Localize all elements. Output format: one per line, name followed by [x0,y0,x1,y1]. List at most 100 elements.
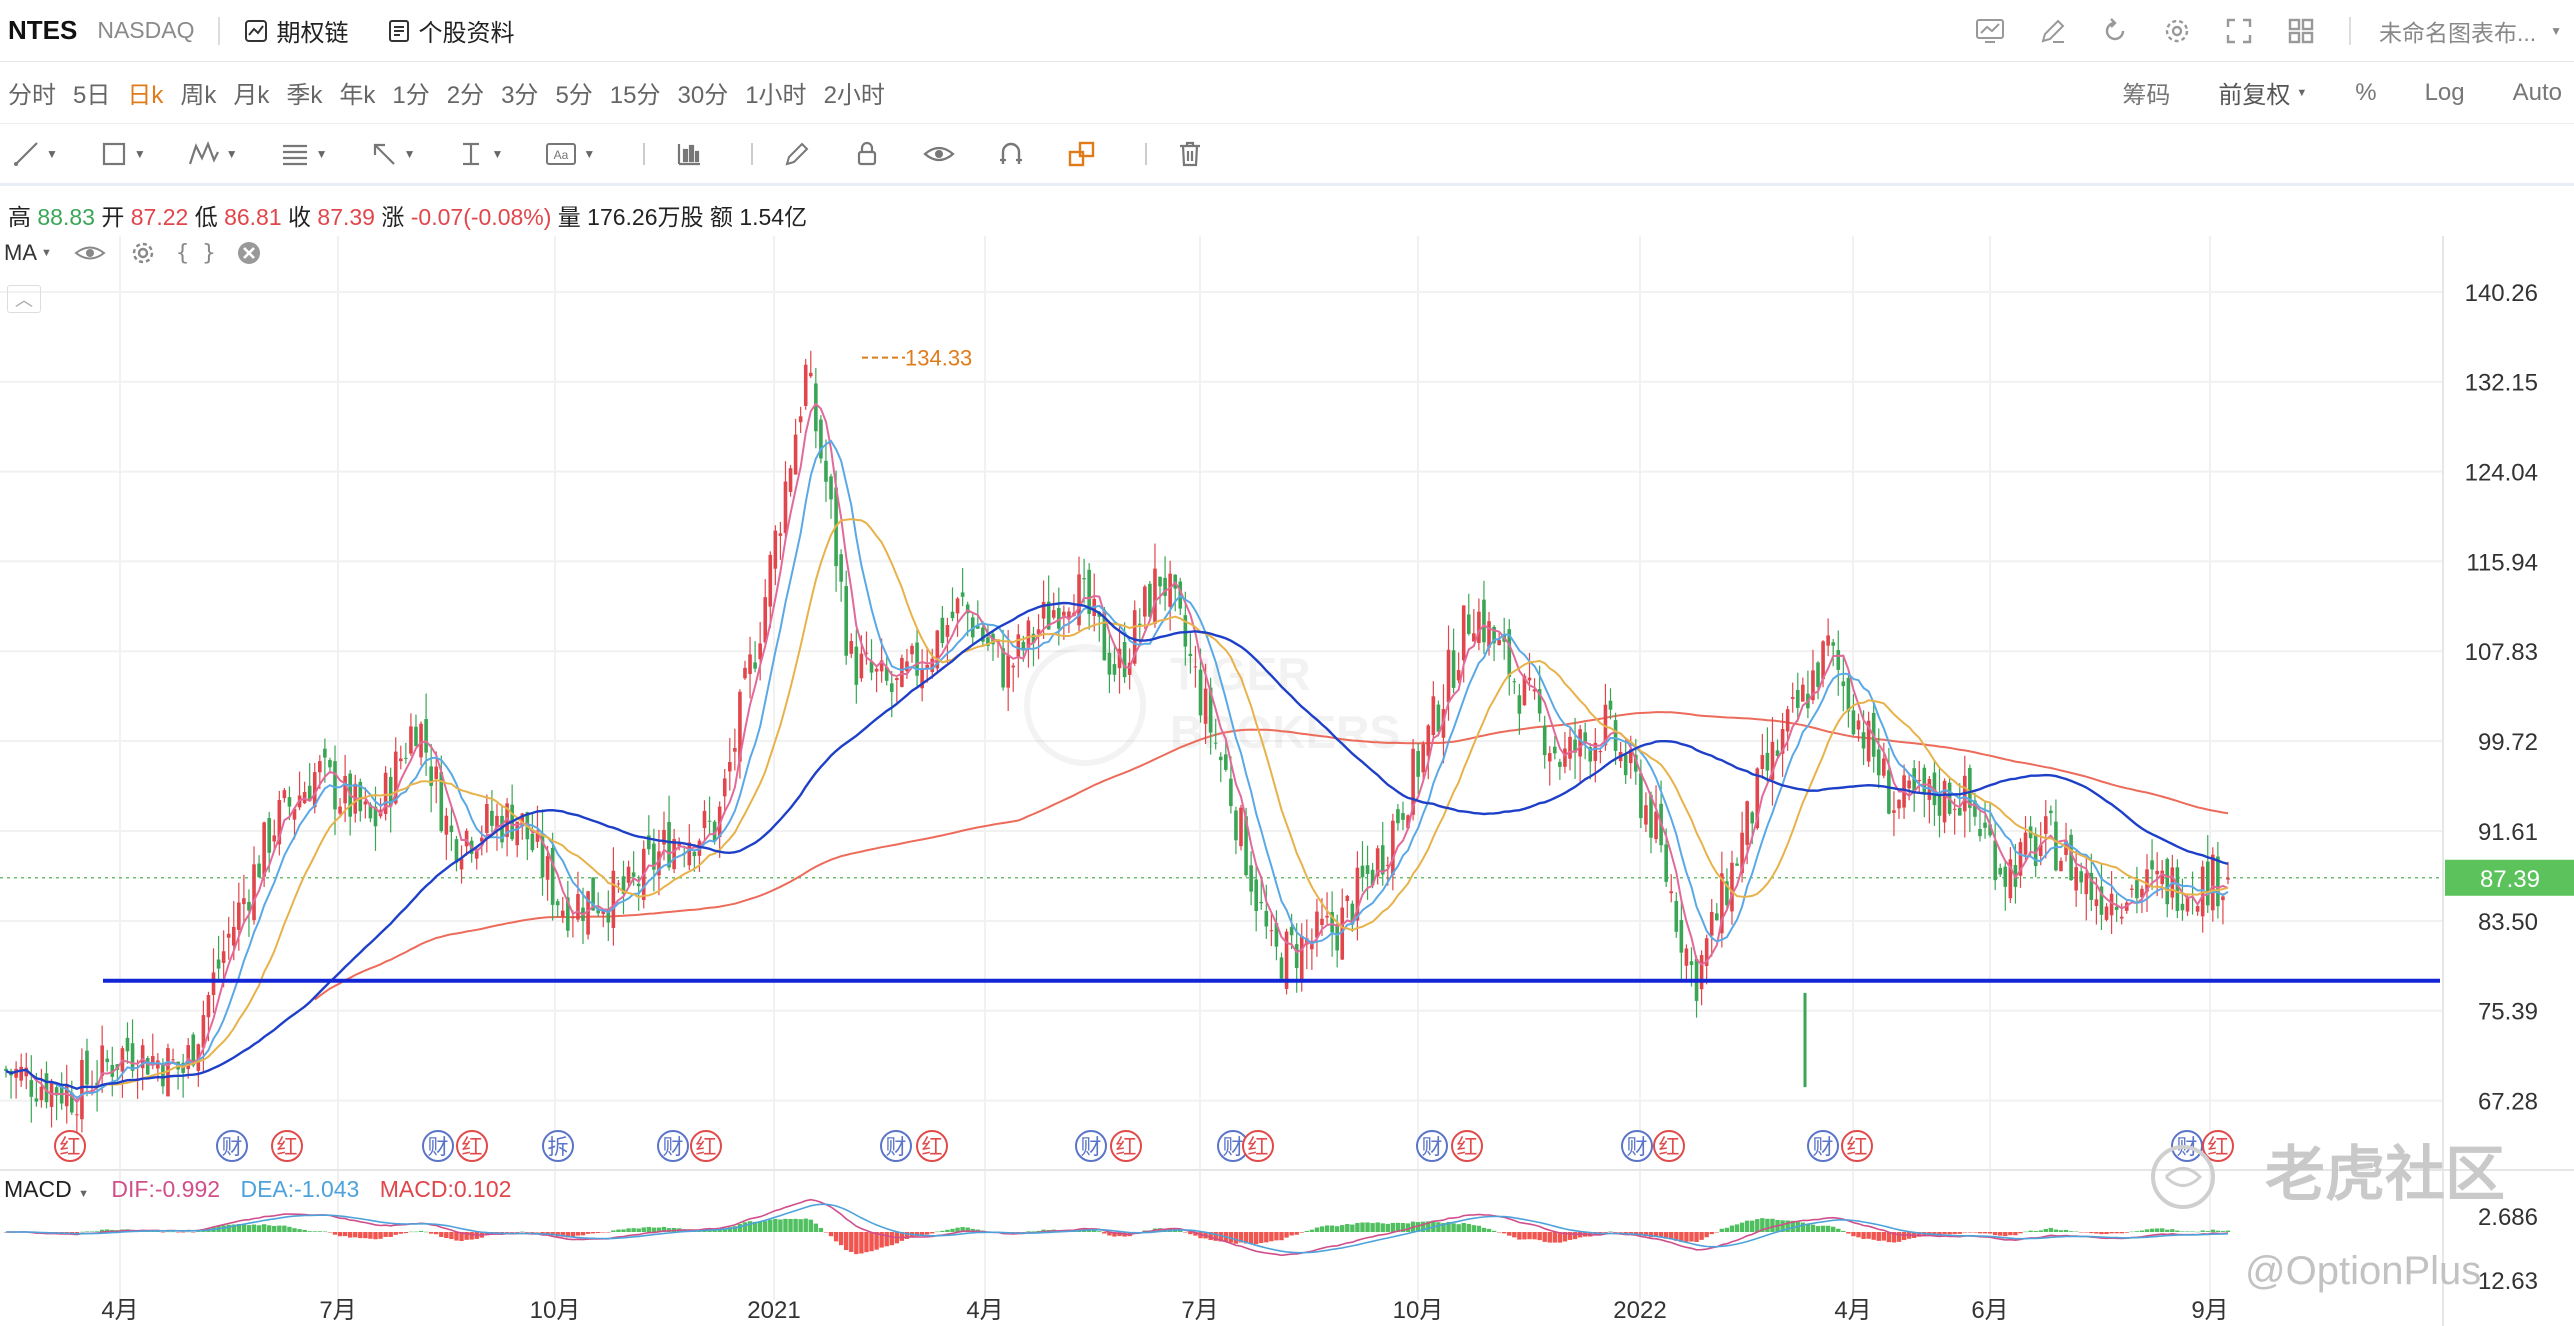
price-tick-label: 99.72 [2478,729,2538,756]
collapse-indicators-button[interactable]: ︿ [7,285,41,313]
open-value: 87.22 [130,204,189,230]
period-tab[interactable]: 3分 [501,82,539,109]
lock-tool[interactable] [853,140,881,168]
draw-pen-icon[interactable] [2039,17,2067,45]
layout-grid-icon[interactable] [2287,17,2315,45]
period-tab[interactable]: 2分 [446,82,485,109]
indicator-name[interactable]: MA [4,240,37,265]
arrow-tool[interactable]: ▼ [370,140,415,168]
macd-histogram-bar [1739,1222,1745,1232]
candle-body [1922,767,1927,795]
candle-body [1846,677,1851,712]
multi-select-tool[interactable] [1067,140,1097,168]
candle-body [1213,742,1218,744]
period-tab[interactable]: 2小时 [823,82,885,109]
period-tab[interactable]: 月k [233,82,270,109]
code-braces-icon[interactable]: { } [175,240,216,266]
period-tab[interactable]: 15分 [609,82,661,109]
visibility-tool[interactable] [923,140,955,168]
bars-tool[interactable] [675,140,703,168]
settings-gear-icon[interactable] [2163,17,2191,45]
candle-body [2049,810,2053,814]
log-scale-button[interactable]: Log [2424,78,2465,106]
candle-body [727,762,732,772]
candle-body [879,660,884,672]
trend-line-tool[interactable]: ▼ [12,140,58,168]
candle-body [2216,856,2220,907]
period-tab-active[interactable]: 日k [127,82,164,109]
period-tab[interactable]: 年k [339,82,376,109]
macd-histogram-bar [2008,1232,2013,1236]
period-tab[interactable]: 季k [286,82,323,109]
macd-histogram-bar [631,1228,636,1232]
candle-body [1937,793,1942,816]
chevron-down-icon[interactable]: ▼ [41,247,52,259]
macd-histogram-bar [1213,1232,1218,1241]
candle-body [1482,599,1486,643]
gear-icon[interactable] [130,240,156,266]
macd-histogram-bar [2028,1230,2033,1232]
chevron-down-icon[interactable]: ▼ [2550,23,2562,38]
macd-histogram-bar [1658,1232,1664,1238]
candle-body [257,863,261,878]
candle-body [1968,767,1972,808]
candle-body [1046,601,1051,630]
auto-scale-button[interactable]: Auto [2512,78,2562,106]
symbol-ticker[interactable]: NTES [8,15,78,45]
candle-body [216,959,221,969]
macd-pane [3,1198,2231,1257]
macd-histogram-bar [1183,1232,1188,1233]
macd-histogram-bar [1537,1232,1542,1241]
refresh-icon[interactable] [2101,17,2129,45]
close-icon[interactable] [236,240,262,266]
candle-body [1765,752,1770,771]
macd-histogram-bar [1613,1232,1618,1233]
pattern-tool[interactable]: ▼ [188,140,238,168]
period-tab[interactable]: 5分 [555,82,593,109]
chevron-down-icon[interactable]: ▼ [78,1188,90,1200]
macd-histogram-bar [342,1232,348,1237]
period-tab[interactable]: 分时 [8,82,56,109]
period-tab[interactable]: 30分 [677,82,729,109]
indicator-chart-icon[interactable] [1975,18,2005,44]
candle-body [485,803,489,833]
fibonacci-tool[interactable]: ▼ [280,140,328,168]
period-tab[interactable]: 1小时 [745,82,807,109]
brush-tool[interactable] [783,140,811,168]
candle-body [1056,607,1061,629]
period-tab[interactable]: 5日 [73,82,111,109]
macd-histogram-bar [428,1232,434,1234]
macd-histogram-bar [1092,1230,1097,1232]
rectangle-tool[interactable]: ▼ [100,140,146,168]
period-tab[interactable]: 周k [180,82,217,109]
candle-body [1725,881,1729,906]
macd-histogram-bar [2185,1231,2190,1232]
adjust-dropdown[interactable]: 前复权 [2218,82,2291,109]
macd-histogram-bar [1385,1223,1390,1232]
candle-body [636,883,641,887]
macd-histogram-bar [1086,1229,1092,1232]
macd-histogram-bar [454,1232,459,1241]
candle-body [1330,912,1334,933]
eye-icon[interactable] [74,241,106,265]
delete-tool[interactable] [1177,140,1203,168]
fullscreen-icon[interactable] [2225,17,2253,45]
text-tool[interactable]: Aa ▼ [545,140,595,168]
percent-scale-button[interactable]: % [2355,78,2377,106]
period-tab[interactable]: 1分 [392,82,430,109]
magnet-tool[interactable] [997,140,1025,168]
measure-tool[interactable]: ▼ [457,140,503,168]
macd-name[interactable]: MACD [4,1176,72,1202]
candle-body [479,837,484,842]
stock-profile-link[interactable]: 个股资料 [388,13,514,48]
dif-value: DIF:-0.992 [111,1176,221,1202]
candle-body [889,683,894,693]
candle-body [555,901,560,906]
options-chain-link[interactable]: 期权链 [244,13,348,48]
layout-name-dropdown[interactable]: 未命名图表布... [2378,19,2537,46]
chevron-down-icon[interactable]: ▼ [2296,86,2308,99]
candle-body [34,1098,39,1102]
chips-button[interactable]: 筹码 [2122,82,2171,109]
macd-histogram-bar [1603,1232,1608,1233]
